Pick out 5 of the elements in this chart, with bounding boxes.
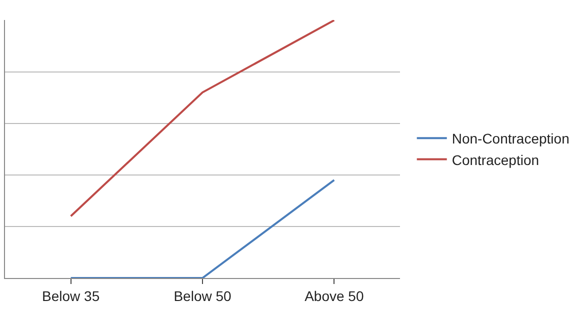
- x-tick-label: Below 50: [174, 288, 232, 304]
- legend-label: Non-Contraception: [452, 130, 570, 147]
- legend-label: Contraception: [452, 152, 540, 168]
- x-tick-label: Below 35: [42, 288, 100, 304]
- x-tick-label: Above 50: [304, 288, 364, 304]
